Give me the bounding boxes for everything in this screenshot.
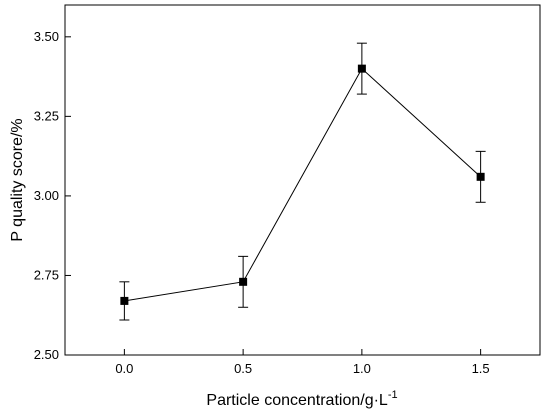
- data-point: [476, 172, 485, 181]
- x-tick-label: 0.5: [234, 361, 252, 376]
- x-tick-label: 1.5: [472, 361, 490, 376]
- series-layer: [119, 42, 486, 321]
- x-tick-label: 1.0: [353, 361, 371, 376]
- y-tick-label: 3.25: [34, 108, 59, 123]
- x-axis-title-text: Particle concentration/g·L: [206, 392, 388, 409]
- x-tick-label: 0.0: [115, 361, 133, 376]
- data-point: [357, 64, 366, 73]
- y-axis-title: P quality score/%: [9, 118, 26, 241]
- y-tick-label: 3.50: [34, 29, 59, 44]
- x-axis: 0.0 0.5 1.0 1.5: [115, 349, 490, 376]
- x-axis-title-superscript: -1: [388, 389, 398, 401]
- plot-frame: [64, 4, 541, 356]
- y-axis: 2.50 2.75 3.00 3.25 3.50: [34, 29, 71, 362]
- series-line: [124, 67, 481, 302]
- y-tick-label: 3.00: [34, 188, 59, 203]
- data-point: [120, 296, 129, 305]
- x-axis-title: Particle concentration/g·L-1: [206, 389, 397, 409]
- data-point: [239, 277, 248, 286]
- y-tick-label: 2.50: [34, 347, 59, 362]
- y-tick-label: 2.75: [34, 267, 59, 282]
